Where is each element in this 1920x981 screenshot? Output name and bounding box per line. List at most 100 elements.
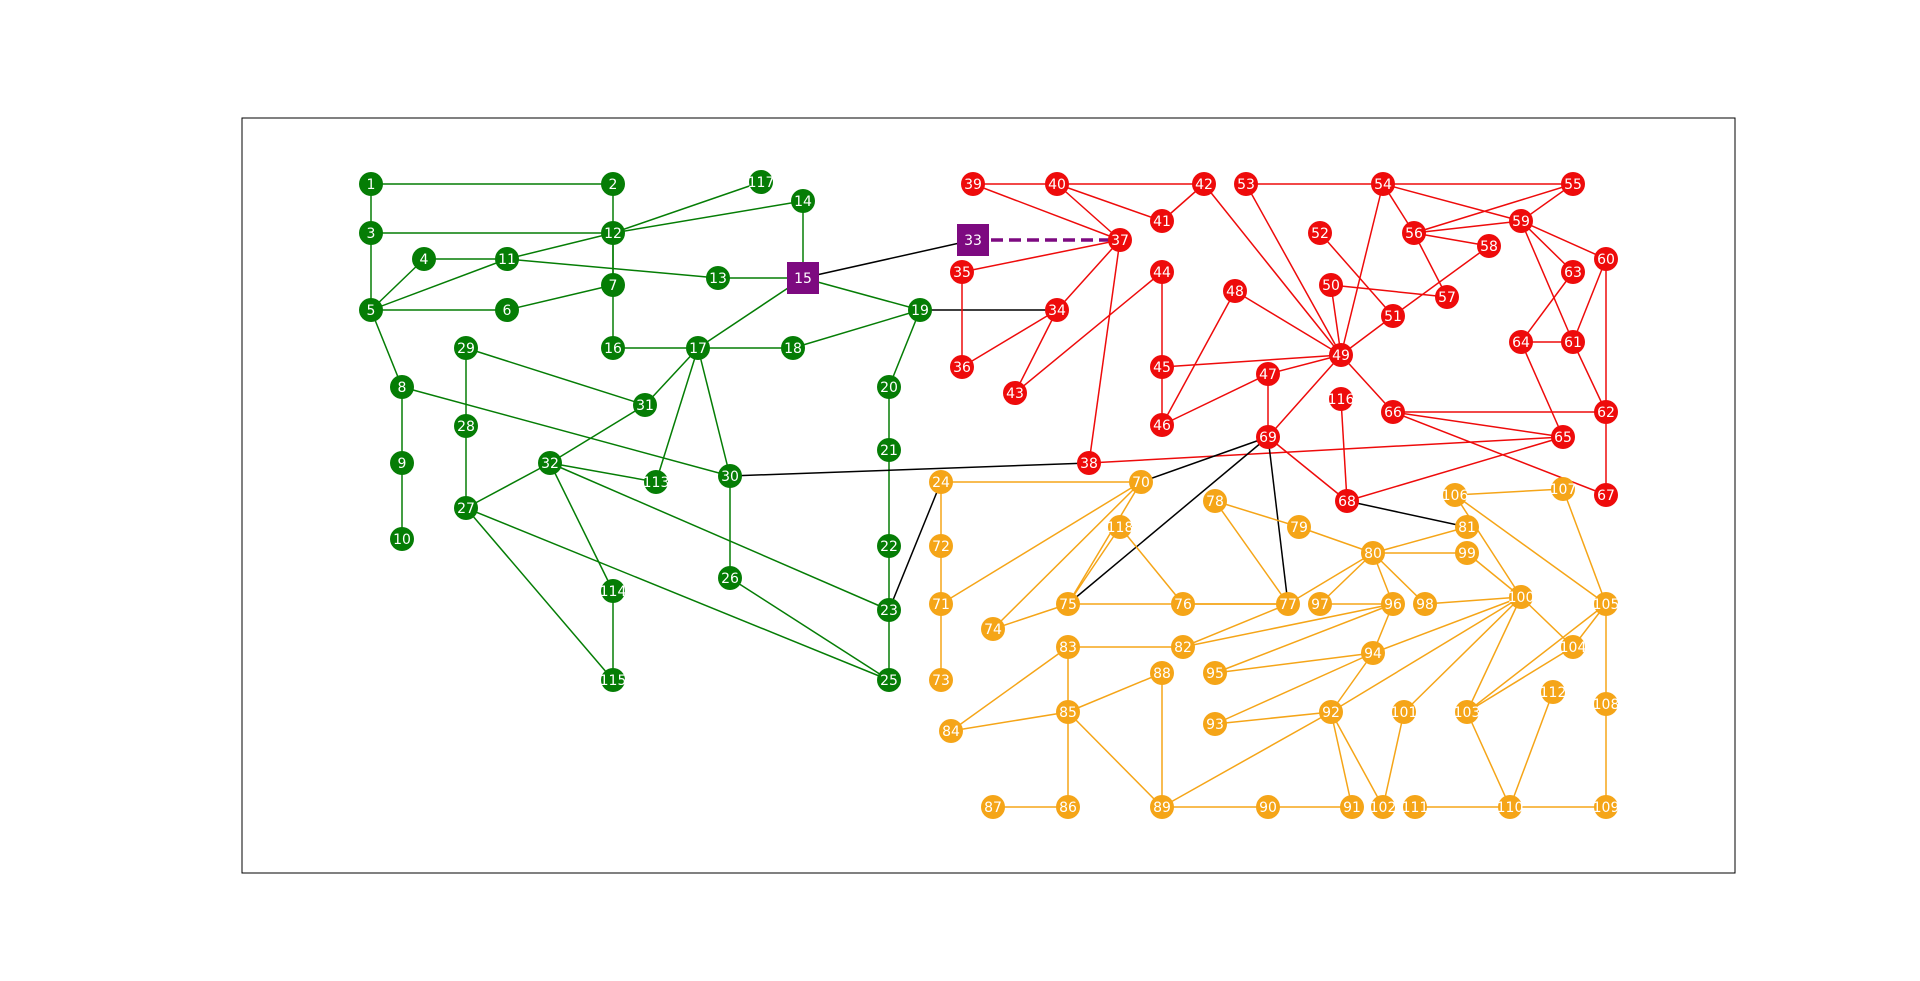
node-72[interactable]: 72	[929, 534, 953, 558]
node-104[interactable]: 104	[1560, 635, 1587, 659]
node-29[interactable]: 29	[454, 336, 478, 360]
node-71[interactable]: 71	[929, 592, 953, 616]
node-55[interactable]: 55	[1561, 172, 1585, 196]
node-37[interactable]: 37	[1108, 228, 1132, 252]
node-101[interactable]: 101	[1391, 700, 1418, 724]
node-49[interactable]: 49	[1329, 343, 1353, 367]
node-42[interactable]: 42	[1192, 172, 1216, 196]
node-44[interactable]: 44	[1150, 260, 1174, 284]
node-11[interactable]: 11	[495, 247, 519, 271]
node-85[interactable]: 85	[1056, 700, 1080, 724]
node-50[interactable]: 50	[1319, 273, 1343, 297]
node-81[interactable]: 81	[1455, 515, 1479, 539]
node-12[interactable]: 12	[601, 221, 625, 245]
node-4[interactable]: 4	[412, 247, 436, 271]
node-86[interactable]: 86	[1056, 795, 1080, 819]
node-46[interactable]: 46	[1150, 413, 1174, 437]
node-45[interactable]: 45	[1150, 355, 1174, 379]
node-105[interactable]: 105	[1593, 592, 1620, 616]
node-28[interactable]: 28	[454, 414, 478, 438]
node-14[interactable]: 14	[791, 189, 815, 213]
node-56[interactable]: 56	[1402, 221, 1426, 245]
node-111[interactable]: 111	[1402, 795, 1429, 819]
node-60[interactable]: 60	[1594, 247, 1618, 271]
node-20[interactable]: 20	[877, 375, 901, 399]
node-87[interactable]: 87	[981, 795, 1005, 819]
node-103[interactable]: 103	[1454, 700, 1481, 724]
node-35[interactable]: 35	[950, 260, 974, 284]
node-17[interactable]: 17	[686, 336, 710, 360]
node-25[interactable]: 25	[877, 668, 901, 692]
node-99[interactable]: 99	[1455, 541, 1479, 565]
node-33[interactable]: 33	[957, 224, 989, 256]
node-97[interactable]: 97	[1308, 592, 1332, 616]
node-53[interactable]: 53	[1234, 172, 1258, 196]
node-110[interactable]: 110	[1497, 795, 1524, 819]
node-5[interactable]: 5	[359, 298, 383, 322]
node-19[interactable]: 19	[908, 298, 932, 322]
node-54[interactable]: 54	[1371, 172, 1395, 196]
node-69[interactable]: 69	[1256, 425, 1280, 449]
node-65[interactable]: 65	[1551, 425, 1575, 449]
node-108[interactable]: 108	[1593, 692, 1620, 716]
node-51[interactable]: 51	[1381, 304, 1405, 328]
node-16[interactable]: 16	[601, 336, 625, 360]
node-38[interactable]: 38	[1077, 451, 1101, 475]
node-70[interactable]: 70	[1129, 470, 1153, 494]
node-2[interactable]: 2	[601, 172, 625, 196]
node-109[interactable]: 109	[1593, 795, 1620, 819]
node-8[interactable]: 8	[390, 375, 414, 399]
node-107[interactable]: 107	[1550, 477, 1577, 501]
node-84[interactable]: 84	[939, 719, 963, 743]
node-24[interactable]: 24	[929, 470, 953, 494]
node-98[interactable]: 98	[1413, 592, 1437, 616]
node-48[interactable]: 48	[1223, 279, 1247, 303]
node-47[interactable]: 47	[1256, 362, 1280, 386]
node-27[interactable]: 27	[454, 496, 478, 520]
node-106[interactable]: 106	[1442, 483, 1469, 507]
node-15[interactable]: 15	[787, 262, 819, 294]
node-66[interactable]: 66	[1381, 400, 1405, 424]
node-74[interactable]: 74	[981, 617, 1005, 641]
node-115[interactable]: 115	[600, 668, 627, 692]
node-39[interactable]: 39	[961, 172, 985, 196]
node-95[interactable]: 95	[1203, 661, 1227, 685]
node-31[interactable]: 31	[633, 393, 657, 417]
node-80[interactable]: 80	[1361, 541, 1385, 565]
node-118[interactable]: 118	[1107, 515, 1134, 539]
node-94[interactable]: 94	[1361, 641, 1385, 665]
node-91[interactable]: 91	[1340, 795, 1364, 819]
node-82[interactable]: 82	[1171, 635, 1195, 659]
node-79[interactable]: 79	[1287, 515, 1311, 539]
node-36[interactable]: 36	[950, 355, 974, 379]
node-73[interactable]: 73	[929, 668, 953, 692]
node-64[interactable]: 64	[1509, 330, 1533, 354]
node-32[interactable]: 32	[538, 451, 562, 475]
node-62[interactable]: 62	[1594, 400, 1618, 424]
node-3[interactable]: 3	[359, 221, 383, 245]
node-77[interactable]: 77	[1276, 592, 1300, 616]
node-52[interactable]: 52	[1308, 221, 1332, 245]
node-76[interactable]: 76	[1171, 592, 1195, 616]
node-58[interactable]: 58	[1477, 234, 1501, 258]
node-6[interactable]: 6	[495, 298, 519, 322]
node-100[interactable]: 100	[1508, 585, 1535, 609]
node-30[interactable]: 30	[718, 464, 742, 488]
node-93[interactable]: 93	[1203, 712, 1227, 736]
node-88[interactable]: 88	[1150, 661, 1174, 685]
node-102[interactable]: 102	[1370, 795, 1397, 819]
node-96[interactable]: 96	[1381, 592, 1405, 616]
node-23[interactable]: 23	[877, 598, 901, 622]
node-10[interactable]: 10	[390, 527, 414, 551]
node-117[interactable]: 117	[748, 170, 775, 194]
node-114[interactable]: 114	[600, 579, 627, 603]
node-1[interactable]: 1	[359, 172, 383, 196]
node-59[interactable]: 59	[1509, 209, 1533, 233]
node-22[interactable]: 22	[877, 534, 901, 558]
node-21[interactable]: 21	[877, 438, 901, 462]
node-112[interactable]: 112	[1540, 680, 1567, 704]
node-90[interactable]: 90	[1256, 795, 1280, 819]
node-89[interactable]: 89	[1150, 795, 1174, 819]
node-40[interactable]: 40	[1045, 172, 1069, 196]
node-18[interactable]: 18	[781, 336, 805, 360]
